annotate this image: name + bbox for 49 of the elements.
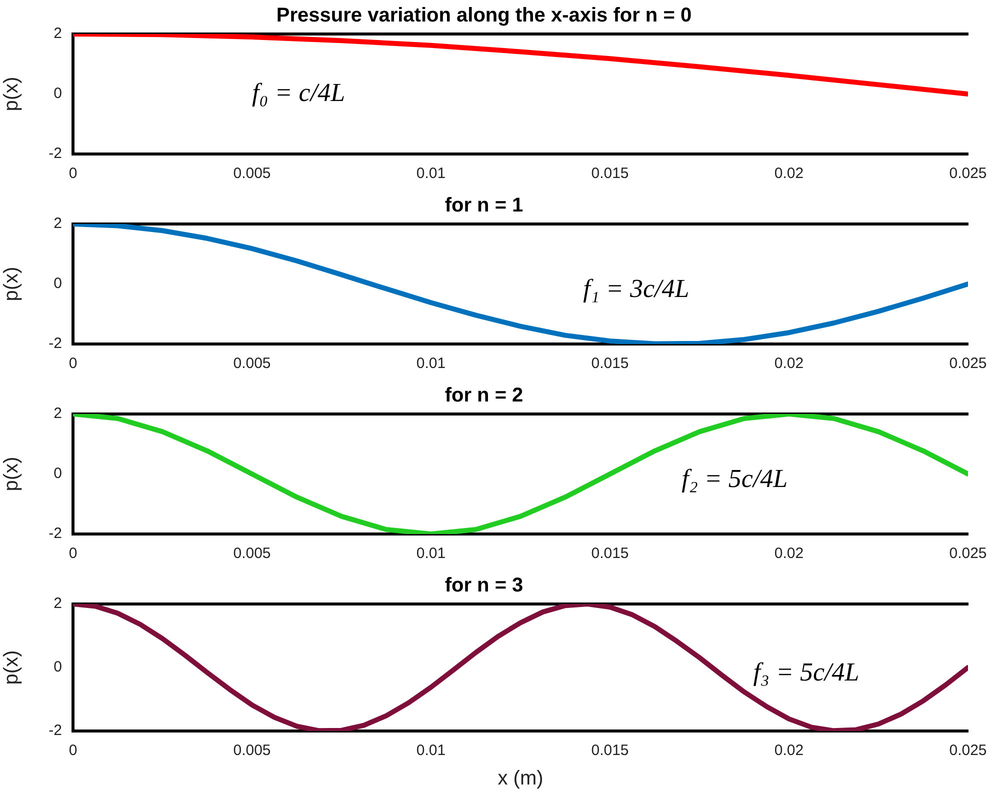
y-axis-title: p(x) <box>0 76 23 112</box>
x-tick-label: 0.02 <box>774 742 804 760</box>
x-tick-label: 0.015 <box>591 355 629 372</box>
x-tick-label: 0.025 <box>949 165 987 182</box>
x-axis-title: x (m) <box>498 768 544 790</box>
x-tick-label: 0.025 <box>949 545 987 562</box>
x-tick-label: 0.005 <box>233 355 271 372</box>
x-tick-label: 0.01 <box>416 545 446 562</box>
y-tick-label: -2 <box>48 335 62 352</box>
y-tick-label: -2 <box>48 145 62 162</box>
x-tick-label: 0 <box>68 355 78 372</box>
annotation: f₂ = 5c/4L <box>682 464 788 493</box>
x-tick-label: 0.015 <box>591 165 629 182</box>
x-tick-label: 0.01 <box>416 355 446 372</box>
x-tick-label: 0.02 <box>774 165 804 182</box>
x-tick-label: 0.025 <box>949 742 987 760</box>
y-tick-label: -2 <box>48 722 62 740</box>
y-tick-label: 0 <box>54 658 62 676</box>
y-axis-title: p(x) <box>0 650 23 685</box>
x-tick-label: 0.015 <box>591 742 629 760</box>
x-tick-label: 0 <box>68 545 78 562</box>
x-tick-label: 0.02 <box>774 355 804 372</box>
y-tick-label: 2 <box>54 405 62 422</box>
chart-title: for n = 2 <box>444 384 524 407</box>
y-tick-label: 0 <box>54 85 62 102</box>
annotation: f₁ = 3c/4L <box>583 274 690 303</box>
chart-title: for n = 3 <box>444 574 524 597</box>
y-tick-label: 2 <box>54 25 62 42</box>
y-axis-title: p(x) <box>0 456 23 492</box>
chart-title: for n = 1 <box>444 194 524 217</box>
x-tick-label: 0.015 <box>591 545 629 562</box>
y-tick-label: 2 <box>54 595 62 612</box>
annotation: f₀ = c/4L <box>252 78 346 107</box>
x-tick-label: 0 <box>68 742 78 760</box>
x-tick-label: 0.01 <box>416 742 446 760</box>
x-tick-label: 0 <box>68 165 78 182</box>
x-tick-label: 0.005 <box>233 545 271 562</box>
y-tick-label: 0 <box>54 465 62 482</box>
chart-title: Pressure variation along the x-axis for n = 0 <box>276 4 692 27</box>
annotation: f₃ = 5c/4L <box>753 658 860 687</box>
y-axis-title: p(x) <box>0 266 23 302</box>
y-tick-label: 2 <box>54 215 62 232</box>
x-tick-label: 0.01 <box>416 165 446 182</box>
x-tick-label: 0.02 <box>774 545 804 562</box>
y-tick-label: 0 <box>54 275 62 292</box>
x-tick-label: 0.005 <box>233 165 271 182</box>
x-tick-label: 0.005 <box>233 742 271 760</box>
x-tick-label: 0.025 <box>949 355 987 372</box>
y-tick-label: -2 <box>48 525 62 542</box>
